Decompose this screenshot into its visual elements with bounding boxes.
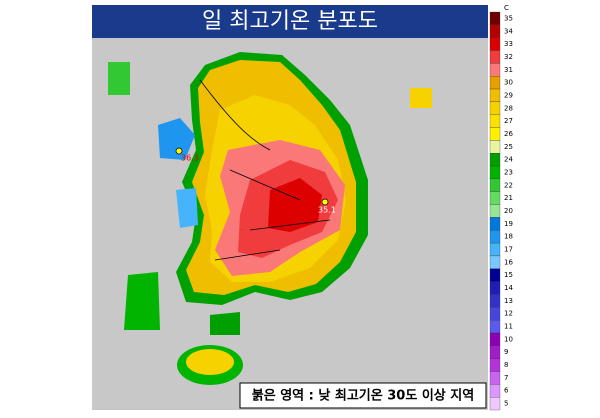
colorbar-swatch [489,140,501,154]
colorbar-swatch [489,307,501,321]
colorbar-swatch [489,88,501,103]
colorbar-label: 31 [504,66,513,74]
colorbar-label: 20 [504,207,513,215]
colorbar-label: 6 [504,387,509,395]
colorbar-swatch [489,268,501,282]
colorbar-label: 5 [504,400,508,408]
colorbar-label: 25 [504,143,513,151]
colorbar-swatch [489,178,501,192]
colorbar-swatch [489,165,501,180]
colorbar-swatch [489,11,501,25]
legend-unit: C [504,4,509,12]
colorbar-label: 16 [504,258,513,266]
colorbar-swatch [489,114,501,128]
colorbar-swatch [489,153,501,167]
colorbar-swatch [489,191,501,205]
station-marker [321,198,329,206]
title-bar [92,5,488,38]
colorbar-label: 34 [504,27,513,35]
station-label: 36.3 [181,154,199,163]
colorbar-swatch [489,319,501,334]
map-land [108,52,432,385]
colorbar-label: 10 [504,335,513,343]
colorbar-swatch [489,217,501,231]
station-label: 35.1 [318,206,336,215]
colorbar-label: 15 [504,271,513,279]
colorbar-swatch [489,101,501,115]
caption: 붉은 영역 : 낮 최고기온 30도 이상 지역 [252,388,474,404]
colorbar-label: 13 [504,297,513,305]
colorbar-label: 24 [504,156,513,164]
colorbar-label: 22 [504,181,513,189]
colorbar-swatch [489,358,501,372]
colorbar-swatch [489,332,501,346]
colorbar: 35 34 33 32 31 30 29 28 27 26 25 24 23 22 21 20 19 18 17 16… [489,11,513,411]
colorbar-swatch [489,294,501,308]
colorbar-swatch [489,230,501,244]
colorbar-swatch [489,281,501,295]
caption-box [239,382,487,409]
colorbar-label: 30 [504,79,513,87]
map-title: 일 최고기온 분포도 [202,9,378,34]
colorbar-label: 8 [504,361,508,369]
colorbar-label: 27 [504,117,513,125]
colorbar-label: 18 [504,233,513,241]
colorbar-swatch [489,397,501,411]
colorbar-label: 19 [504,220,513,228]
colorbar-swatch [489,63,501,77]
colorbar-label: 35 [504,14,513,22]
colorbar-swatch [489,37,501,51]
colorbar-label: 7 [504,374,508,382]
colorbar-swatch [489,50,501,64]
colorbar-label: 29 [504,91,513,99]
colorbar-swatch [489,255,501,269]
colorbar-swatch [489,371,501,385]
colorbar-label: 28 [504,104,513,112]
colorbar-swatch [489,76,501,90]
colorbar-swatch [489,24,501,38]
colorbar-label: 17 [504,246,513,254]
colorbar-swatch [489,345,501,359]
colorbar-swatch [489,127,501,141]
colorbar-label: 21 [504,194,513,202]
colorbar-swatch [489,204,501,218]
colorbar-label: 23 [504,168,513,176]
colorbar-label: 14 [504,284,513,292]
colorbar-label: 12 [504,310,513,318]
colorbar-label: 26 [504,130,513,138]
colorbar-label: 11 [504,323,513,331]
colorbar-label: 9 [504,348,508,356]
colorbar-swatch [489,384,501,398]
colorbar-label: 33 [504,40,513,48]
colorbar-swatch [489,242,501,257]
colorbar-label: 32 [504,53,513,61]
station-marker [175,147,183,155]
